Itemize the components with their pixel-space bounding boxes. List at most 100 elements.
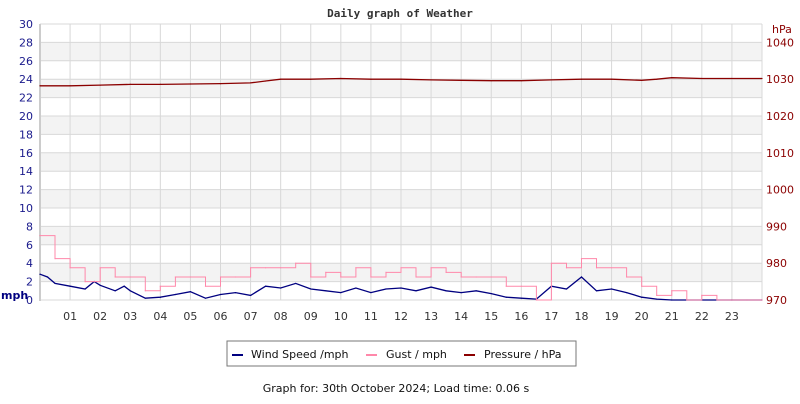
data-point [445, 271, 447, 273]
y-right-tick-label: 1010 [766, 147, 794, 160]
y-left-tick-label: 22 [19, 92, 33, 105]
x-tick-label: 03 [123, 310, 137, 323]
y-right-tick-label: 990 [766, 220, 787, 233]
y-right-tick-label: 1020 [766, 110, 794, 123]
data-point [505, 285, 507, 287]
data-point [39, 273, 41, 275]
y-left-tick-label: 8 [26, 220, 33, 233]
data-point [123, 285, 125, 287]
x-tick-label: 12 [394, 310, 408, 323]
y-left-tick-label: 10 [19, 202, 33, 215]
x-tick-label: 02 [93, 310, 107, 323]
y-left-tick-label: 28 [19, 36, 33, 49]
y-left-tick-label: 30 [19, 18, 33, 31]
x-tick-label: 16 [514, 310, 528, 323]
data-point [701, 294, 703, 296]
data-point [129, 276, 131, 278]
data-point [204, 297, 207, 299]
data-point [656, 298, 658, 300]
data-point [69, 285, 71, 287]
data-point [746, 299, 748, 301]
data-point [370, 78, 372, 80]
data-point [580, 78, 583, 80]
x-tick-label: 20 [635, 310, 649, 323]
data-point [159, 83, 161, 85]
data-point [325, 290, 327, 292]
x-tick-label: 22 [695, 310, 709, 323]
x-tick-label: 05 [183, 310, 197, 323]
data-point [144, 297, 146, 299]
data-point [189, 291, 192, 293]
footer-text: Graph for: 30th October 2024; Load time:… [263, 382, 530, 395]
data-point [265, 285, 267, 287]
data-point [761, 77, 763, 80]
data-point [219, 276, 222, 278]
y-left-tick-label: 26 [19, 55, 33, 68]
data-point [430, 286, 432, 288]
data-point [565, 267, 568, 269]
data-point [325, 271, 327, 273]
data-point [310, 276, 312, 278]
legend-label-wind: Wind Speed /mph [251, 348, 349, 361]
x-tick-label: 11 [364, 310, 378, 323]
data-point [400, 267, 402, 269]
data-point [355, 267, 357, 269]
x-tick-label: 19 [605, 310, 619, 323]
data-point [731, 77, 733, 80]
data-point [400, 78, 402, 80]
data-point [219, 83, 222, 85]
data-point [234, 292, 237, 294]
legend-label-pressure: Pressure / hPa [484, 348, 562, 361]
data-point [490, 292, 492, 295]
data-point [671, 299, 673, 301]
x-tick-label: 10 [334, 310, 348, 323]
data-point [114, 290, 116, 292]
y-left-tick-label: 16 [19, 147, 33, 160]
data-point [520, 80, 522, 82]
data-point [204, 285, 207, 287]
data-point [144, 290, 146, 292]
data-point [265, 80, 267, 82]
data-point [580, 258, 583, 260]
y-left-tick-label: 14 [19, 165, 33, 178]
y-right-tick-label: 970 [766, 294, 787, 307]
data-point [610, 267, 613, 269]
y-left-tick-label: 4 [26, 257, 33, 270]
data-point [641, 79, 643, 81]
y-left-tick-label: 18 [19, 128, 33, 141]
data-point [520, 297, 522, 299]
data-point [610, 78, 613, 80]
data-point [99, 284, 101, 286]
data-point [595, 290, 598, 292]
series-line-gust [40, 235, 762, 301]
data-point [490, 80, 492, 82]
data-point [189, 83, 192, 85]
data-point [69, 267, 71, 269]
data-point [520, 285, 522, 287]
x-tick-label: 21 [665, 310, 679, 323]
data-point [54, 258, 56, 260]
data-point [445, 290, 447, 292]
chart-title: Daily graph of Weather [327, 7, 473, 20]
y-left-tick-label: 24 [19, 73, 33, 86]
y-right-axis-label: hPa [772, 23, 792, 36]
data-point [505, 296, 507, 298]
x-tick-label: 07 [244, 310, 258, 323]
x-tick-label: 04 [153, 310, 167, 323]
data-point [671, 290, 673, 292]
data-point [430, 267, 432, 269]
data-point [656, 294, 658, 296]
data-point [99, 267, 101, 269]
data-point [430, 79, 432, 81]
data-point [340, 276, 342, 278]
data-point [84, 281, 86, 283]
data-point [99, 84, 101, 86]
data-point [174, 276, 176, 278]
data-point [189, 276, 192, 278]
x-tick-label: 06 [214, 310, 228, 323]
data-point [39, 235, 41, 237]
data-point [595, 267, 598, 269]
data-point [415, 290, 417, 292]
y-right-tick-label: 980 [766, 257, 787, 270]
